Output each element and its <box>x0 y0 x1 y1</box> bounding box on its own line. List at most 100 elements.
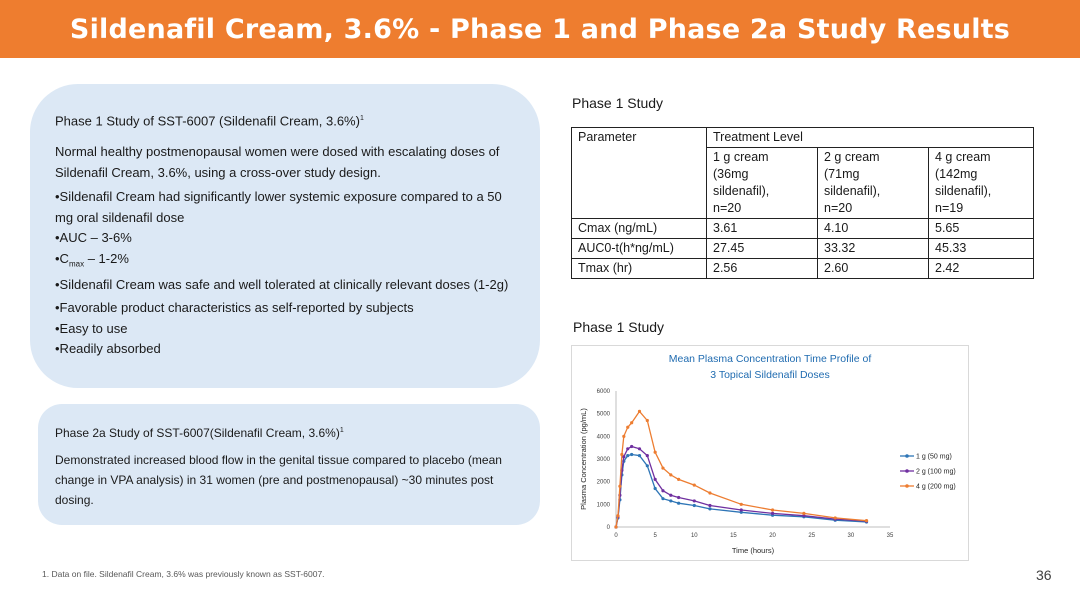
data-point <box>739 508 743 512</box>
data-point <box>614 525 618 529</box>
row-value: 27.45 <box>706 238 818 259</box>
bullet-readily-absorbed: •Readily absorbed <box>55 341 161 357</box>
slide-title: Sildenafil Cream, 3.6% - Phase 1 and Pha… <box>69 13 1011 45</box>
data-point <box>637 454 642 458</box>
slide-header: Sildenafil Cream, 3.6% - Phase 1 and Pha… <box>0 0 1080 58</box>
series-line-1 <box>615 453 867 528</box>
x-tick-label: 10 <box>691 533 698 539</box>
data-point <box>770 508 775 512</box>
legend-label-3: 4 g (200 mg) <box>916 484 956 491</box>
data-point <box>692 503 696 508</box>
y-tick-label: 1000 <box>597 502 611 508</box>
row-value: 4.10 <box>817 218 929 239</box>
legend-marker-3 <box>905 484 909 488</box>
chart-svg: Mean Plasma Concentration Time Profile o… <box>579 353 956 555</box>
phase2a-summary-panel: Phase 2a Study of SST-6007(Sildenafil Cr… <box>38 404 540 525</box>
data-point <box>802 514 806 518</box>
data-point <box>653 477 657 481</box>
row-param: Cmax (ng/mL) <box>571 218 707 239</box>
phase1-summary-panel: Phase 1 Study of SST-6007 (Sildenafil Cr… <box>30 84 540 388</box>
level-1g-cell: 1 g cream (36mg sildenafil), n=20 <box>706 147 818 219</box>
data-point <box>661 466 665 470</box>
data-point <box>669 493 673 497</box>
bullet-cmax: •Cmax – 1-2% <box>55 250 129 269</box>
phase2a-panel-title: Phase 2a Study of SST-6007(Sildenafil Cr… <box>55 426 344 440</box>
data-point <box>661 497 665 501</box>
data-point <box>616 514 620 518</box>
data-point <box>618 484 622 488</box>
level-4g-cell: 4 g cream (142mg sildenafil), n=19 <box>928 147 1034 219</box>
data-point <box>708 503 712 508</box>
data-point <box>653 450 657 454</box>
data-point <box>645 418 649 423</box>
page-number: 36 <box>1036 567 1052 583</box>
pk-results-table: Parameter Treatment Level 1 g cream (36mg… <box>571 127 1034 279</box>
data-point <box>637 447 642 451</box>
x-tick-label: 0 <box>614 533 618 539</box>
x-tick-label: 35 <box>887 533 894 539</box>
y-tick-label: 4000 <box>597 434 611 440</box>
plasma-concentration-chart: Mean Plasma Concentration Time Profile o… <box>571 345 969 561</box>
row-value: 2.56 <box>706 258 818 279</box>
phase1-intro-text: Normal healthy postmenopausal women were… <box>55 144 500 181</box>
data-point <box>692 499 696 503</box>
x-tick-label: 25 <box>808 533 815 539</box>
bullet-easy-to-use: •Easy to use <box>55 320 128 336</box>
table-section-label: Phase 1 Study <box>572 95 664 111</box>
bullet-safety: •Sildenafil Cream was safe and well tole… <box>55 276 509 292</box>
y-tick-label: 2000 <box>597 480 611 486</box>
data-point <box>622 434 626 438</box>
row-value: 5.65 <box>928 218 1034 239</box>
y-tick-label: 0 <box>607 525 611 531</box>
data-point <box>653 486 657 491</box>
legend-marker-2 <box>905 469 909 473</box>
y-axis-label: Plasma Concentration (pg/mL) <box>579 408 588 510</box>
row-param: Tmax (hr) <box>571 258 707 279</box>
data-point <box>626 454 630 458</box>
phase1-panel-title: Phase 1 Study of SST-6007 (Sildenafil Cr… <box>55 113 364 129</box>
data-point <box>669 499 673 503</box>
data-point <box>630 421 634 425</box>
data-point <box>626 447 630 451</box>
series-line-2 <box>615 445 867 528</box>
phase2a-text: Demonstrated increased blood flow in the… <box>55 453 502 507</box>
treatment-level-header: Treatment Level <box>706 127 1034 148</box>
data-point <box>630 444 634 449</box>
table-header-row: Parameter Treatment Level <box>571 127 1034 219</box>
row-value: 3.61 <box>706 218 818 239</box>
chart-title-line1: Mean Plasma Concentration Time Profile o… <box>669 353 872 365</box>
data-point <box>833 516 837 520</box>
table-row-tmax: Tmax (hr) 2.56 2.60 2.42 <box>571 258 1034 279</box>
legend-label-1: 1 g (50 mg) <box>916 454 952 461</box>
legend-marker-1 <box>905 454 909 458</box>
row-param: AUC0-t(h*ng/mL) <box>571 238 707 259</box>
data-point <box>622 455 626 459</box>
y-tick-label: 3000 <box>597 457 611 463</box>
bullet-product-characteristics: •Favorable product characteristics as se… <box>55 300 414 316</box>
y-tick-label: 6000 <box>597 389 611 395</box>
data-point <box>864 519 869 523</box>
level-2g-cell: 2 g cream (71mg sildenafil), n=20 <box>817 147 929 219</box>
bullet-auc: •AUC – 3-6% <box>55 230 132 246</box>
data-point <box>645 464 649 468</box>
row-value: 2.42 <box>928 258 1034 279</box>
data-point <box>661 489 665 493</box>
data-point <box>708 507 712 511</box>
legend-label-2: 2 g (100 mg) <box>916 469 956 476</box>
table-row-auc: AUC0-t(h*ng/mL) 27.45 33.32 45.33 <box>571 238 1034 259</box>
footnote: 1. Data on file. Sildenafil Cream, 3.6% … <box>42 569 325 579</box>
chart-title-line2: 3 Topical Sildenafil Doses <box>710 369 829 381</box>
row-value: 45.33 <box>928 238 1034 259</box>
data-point <box>645 454 649 458</box>
table-row-cmax: Cmax (ng/mL) 3.61 4.10 5.65 <box>571 218 1034 239</box>
data-point <box>677 477 681 481</box>
data-point <box>620 452 624 457</box>
x-tick-label: 15 <box>730 533 737 539</box>
data-point <box>630 452 634 457</box>
data-point <box>692 483 696 487</box>
y-tick-label: 5000 <box>597 412 611 418</box>
x-axis-label: Time (hours) <box>732 546 775 555</box>
data-point <box>739 502 743 506</box>
chart-section-label: Phase 1 Study <box>573 319 665 335</box>
row-value: 2.60 <box>817 258 929 279</box>
